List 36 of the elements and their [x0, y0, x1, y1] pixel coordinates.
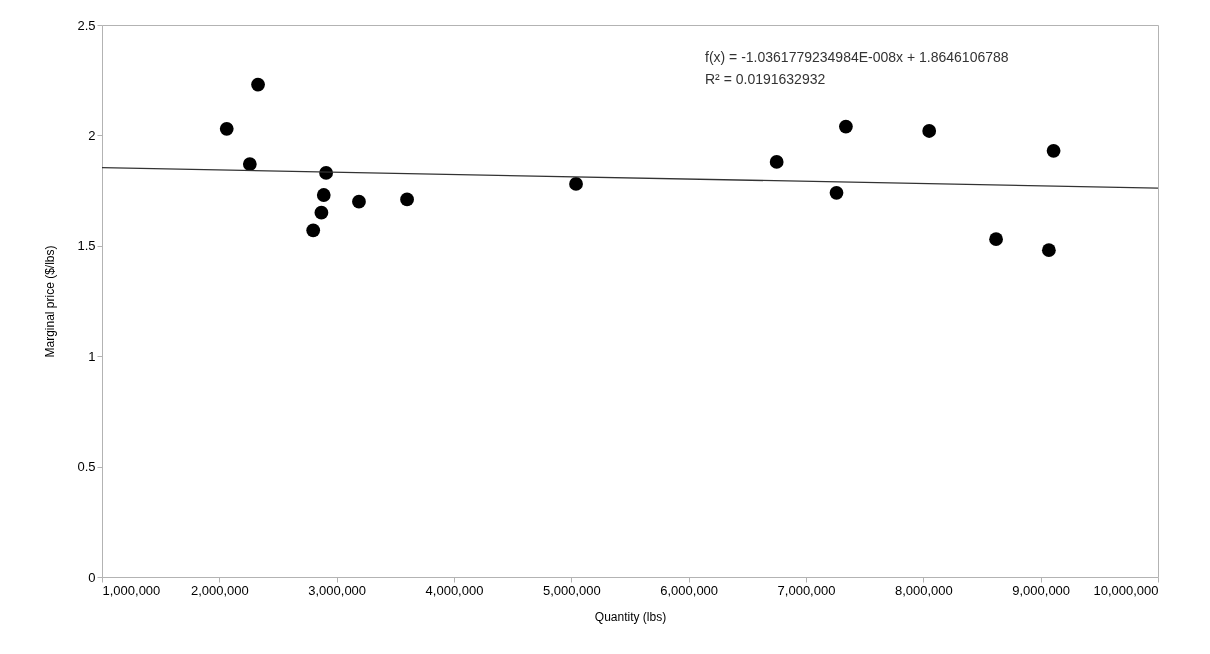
- point: [306, 223, 321, 238]
- point: [219, 121, 234, 136]
- point: [769, 155, 784, 169]
- x-tick-label: 10,000,000: [1093, 582, 1159, 598]
- annotation: R² = 0.0191632932: [705, 71, 826, 87]
- x-tick-label: 1,000,000: [102, 582, 161, 598]
- x-tick-label: 8,000,000: [894, 582, 953, 598]
- point: [569, 177, 583, 191]
- point: [922, 124, 937, 138]
- y-tick-label: 1.5: [77, 238, 96, 254]
- y-tick-label: 0.5: [77, 459, 96, 475]
- point: [989, 232, 1003, 247]
- point: [1041, 243, 1056, 258]
- point: [316, 188, 331, 202]
- x-tick-label: 3,000,000: [308, 582, 367, 598]
- point: [352, 194, 366, 209]
- point: [400, 192, 414, 207]
- point: [242, 157, 257, 171]
- point: [251, 77, 265, 92]
- point: [839, 119, 853, 134]
- x-axis-title: Quantity (lbs): [594, 609, 667, 624]
- point: [314, 205, 329, 220]
- y-tick-label: 2: [88, 127, 96, 143]
- x-tick-label: 4,000,000: [425, 582, 484, 598]
- annotation: f(x) = -1.0361779234984E-008x + 1.8646106788: [705, 49, 1009, 65]
- point: [829, 185, 844, 200]
- y-tick-label: 0: [88, 569, 96, 585]
- point: [1046, 143, 1061, 158]
- x-tick-label: 2,000,000: [190, 582, 249, 598]
- x-tick-label: 6,000,000: [660, 582, 719, 598]
- y-axis-title: Marginal price ($/lbs): [43, 245, 58, 358]
- y-tick-label: 2.5: [77, 17, 96, 33]
- y-tick-label: 1: [88, 348, 96, 364]
- x-tick-label: 7,000,000: [777, 582, 836, 598]
- x-tick-label: 9,000,000: [1012, 582, 1071, 598]
- x-tick-label: 5,000,000: [542, 582, 601, 598]
